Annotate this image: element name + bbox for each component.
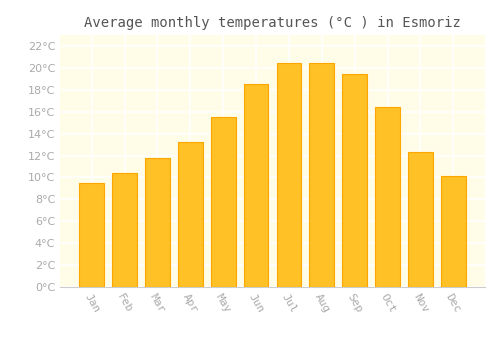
- Bar: [244, 84, 268, 287]
- Bar: [342, 75, 367, 287]
- Bar: [408, 152, 433, 287]
- Title: Average monthly temperatures (°C ) in Esmoriz: Average monthly temperatures (°C ) in Es…: [84, 16, 461, 30]
- Bar: [276, 63, 301, 287]
- Bar: [211, 117, 236, 287]
- Bar: [441, 176, 466, 287]
- Bar: [310, 63, 334, 287]
- Bar: [80, 183, 104, 287]
- Bar: [178, 142, 203, 287]
- Bar: [376, 107, 400, 287]
- Bar: [145, 158, 170, 287]
- Bar: [112, 173, 137, 287]
